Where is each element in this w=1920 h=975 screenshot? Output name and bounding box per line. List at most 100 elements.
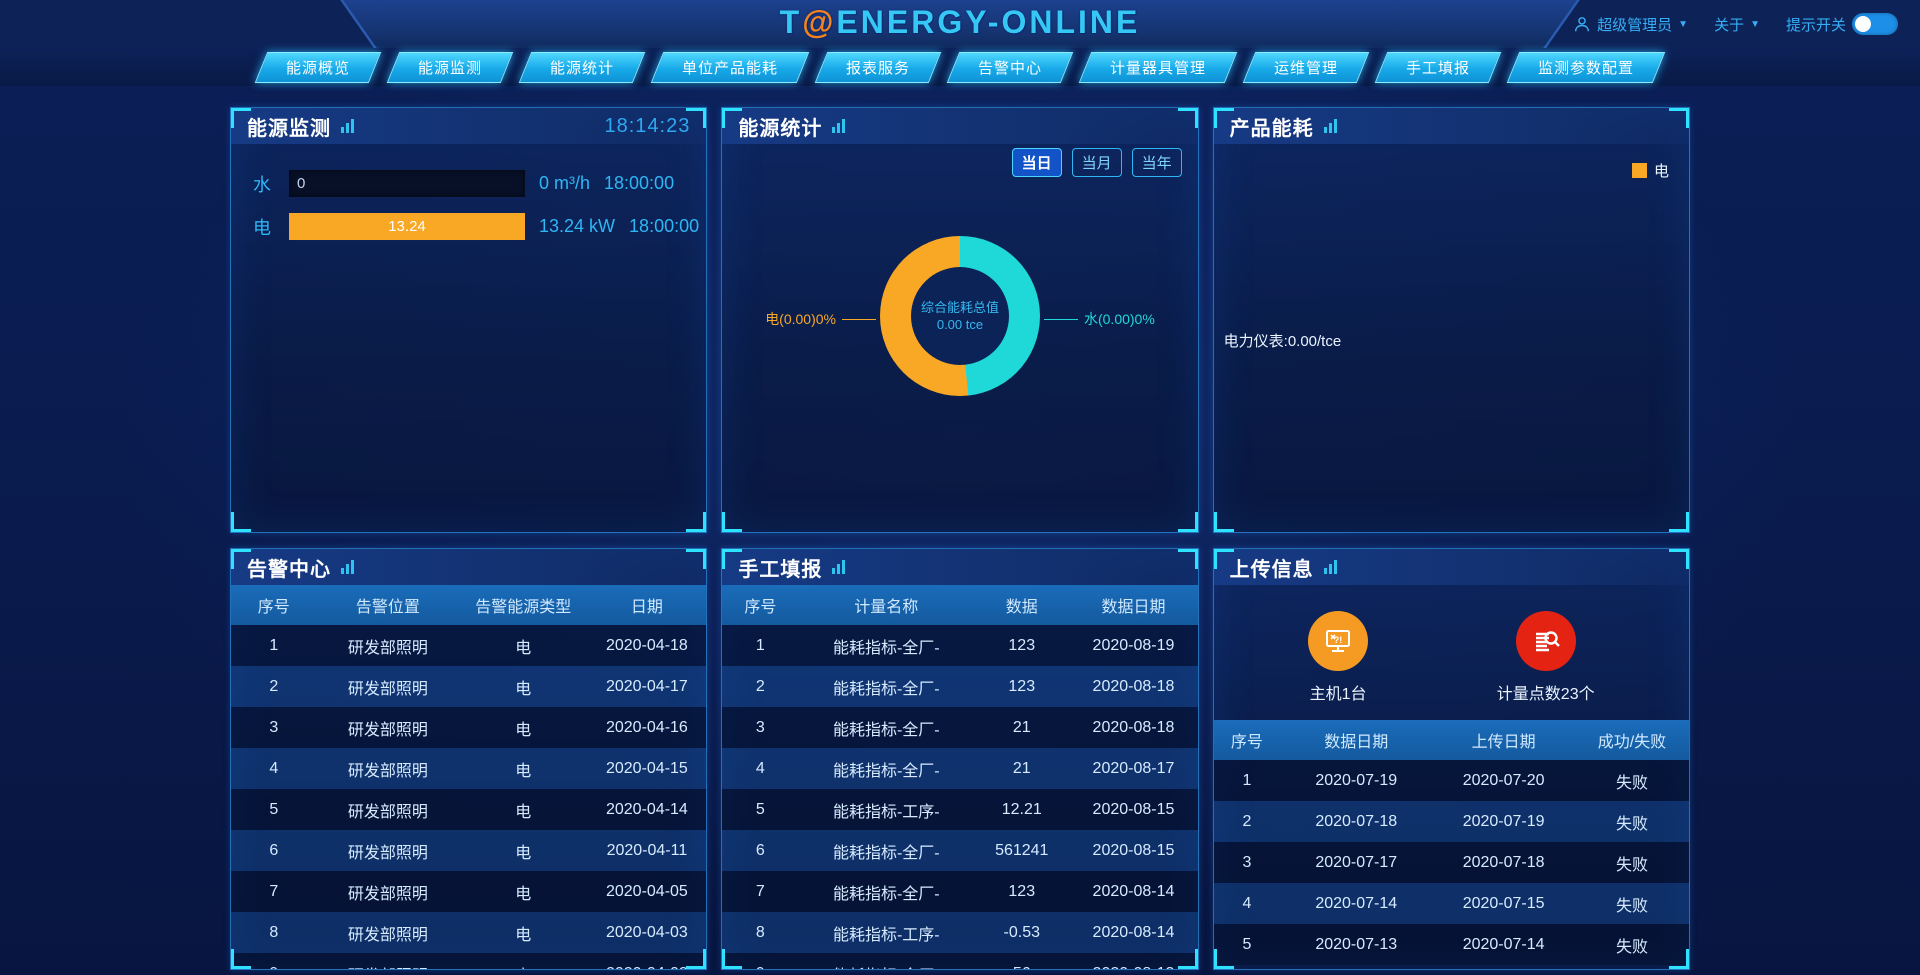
col-date: 日期 <box>587 585 707 625</box>
table-cell: 2020-04-14 <box>605 800 688 818</box>
panel-product-energy: 产品能耗 电 电力仪表:0.00/tce <box>1212 107 1690 533</box>
table-cell: 电 <box>515 762 532 780</box>
table-row[interactable]: 8 研发部照明 电 2020-04-03 <box>231 912 707 953</box>
tab-this-month[interactable]: 当月 <box>1071 148 1122 177</box>
tab-this-year[interactable]: 当年 <box>1131 148 1182 177</box>
panel-title: 产品能耗 <box>1229 117 1314 140</box>
col-data-date: 数据日期 <box>1069 585 1198 625</box>
table-cell: 3 <box>269 718 279 736</box>
col-index: 序号 <box>1213 720 1281 760</box>
panel-title: 手工填报 <box>738 558 823 581</box>
panel-manual-report: 手工填报 序号 计量名称 数据 数据日期 1 能耗指标-全厂- 123 2020-08… <box>721 548 1199 970</box>
electric-bar-track: 13.24 <box>289 213 525 240</box>
table-cell: 失败 <box>1615 774 1648 792</box>
nav-tab-5[interactable]: 告警中心 <box>946 51 1074 83</box>
about-menu[interactable]: 关于 ▼ <box>1714 16 1760 34</box>
nav-tab-3[interactable]: 单位产品能耗 <box>650 51 810 83</box>
tip-switch-group: 提示开关 <box>1786 13 1898 35</box>
table-row[interactable]: 5 2020-07-13 2020-07-14 失败 <box>1213 924 1689 965</box>
table-row[interactable]: 2 2020-07-18 2020-07-19 失败 <box>1213 801 1689 842</box>
table-cell: 123 <box>1008 677 1036 695</box>
table-row[interactable]: 4 2020-07-14 2020-07-15 失败 <box>1213 883 1689 924</box>
leader-line <box>1043 318 1078 320</box>
table-cell: 4 <box>755 759 765 777</box>
table-cell: 7 <box>755 882 765 900</box>
table-cell: 123 <box>1008 636 1036 654</box>
donut-callout-water: 水(0.00)0% <box>1043 309 1155 329</box>
table-cell: 2020-08-15 <box>1092 841 1175 859</box>
table-row[interactable]: 6 能耗指标-全厂- 561241 2020-08-15 <box>722 830 1198 871</box>
table-row[interactable]: 1 研发部照明 电 2020-04-18 <box>231 625 707 666</box>
table-cell: 12.21 <box>1001 800 1042 818</box>
table-row[interactable]: 3 研发部照明 电 2020-04-16 <box>231 707 707 748</box>
table-cell: 研发部照明 <box>347 762 428 780</box>
tab-today[interactable]: 当日 <box>1011 148 1062 177</box>
user-menu[interactable]: 超级管理员 ▼ <box>1573 14 1688 35</box>
meter-points-stat: 计量点数23个 <box>1497 611 1595 704</box>
panel-alarm-center: 告警中心 序号 告警位置 告警能源类型 日期 1 研发部照明电 2020-04-18… <box>230 548 708 970</box>
table-cell: 2020-04-02 <box>587 953 706 970</box>
table-cell: 4 <box>1242 894 1252 912</box>
user-name: 超级管理员 <box>1597 16 1673 34</box>
table-cell: 2 <box>269 677 279 695</box>
alarm-table: 序号 告警位置 告警能源类型 日期 1 研发部照明电 2020-04-18 2 研发部照… <box>231 585 707 970</box>
panel-upload-info-header: 上传信息 <box>1213 549 1689 585</box>
table-row[interactable]: 2 研发部照明 电 2020-04-17 <box>231 666 707 707</box>
nav-tab-2[interactable]: 能源统计 <box>518 51 646 83</box>
table-cell: 2020-07-14 <box>1462 935 1545 953</box>
legend-label: 电 <box>1653 163 1669 180</box>
nav-tab-7[interactable]: 运维管理 <box>1242 51 1370 83</box>
manual-report-table: 序号 计量名称 数据 数据日期 1 能耗指标-全厂- 123 2020-08-19 2 能… <box>722 585 1198 970</box>
table-row[interactable]: 3 能耗指标-全厂- 21 2020-08-18 <box>722 707 1198 748</box>
tip-toggle-switch[interactable] <box>1852 13 1898 35</box>
chart-legend[interactable]: 电 <box>1631 160 1669 181</box>
donut-callout-electric: 电(0.00)0% <box>765 309 876 329</box>
table-row[interactable]: 5 能耗指标-工序- 12.21 2020-08-15 <box>722 789 1198 830</box>
panel-title: 能源统计 <box>738 117 823 140</box>
table-row[interactable]: 8 能耗指标-工序- -0.53 2020-08-14 <box>722 912 1198 953</box>
table-cell: 能耗指标-全厂- <box>798 953 974 970</box>
table-row[interactable]: 4 研发部照明 电 2020-04-15 <box>231 748 707 789</box>
meter-points-stat-label: 计量点数23个 <box>1496 686 1595 703</box>
nav-tab-label: 监测参数配置 <box>1538 59 1635 77</box>
meter-search-icon <box>1515 611 1576 671</box>
table-row[interactable]: 1 能耗指标-全厂- 123 2020-08-19 <box>722 625 1198 666</box>
table-row[interactable]: 5 研发部照明 电 2020-04-14 <box>231 789 707 830</box>
table-row[interactable]: 6 研发部照明 电 2020-04-11 <box>231 830 707 871</box>
tip-switch-label: 提示开关 <box>1785 16 1846 34</box>
table-row[interactable]: 7 研发部照明 电 2020-04-05 <box>231 871 707 912</box>
table-row[interactable]: 1 2020-07-19 2020-07-20 失败 <box>1213 760 1689 801</box>
nav-tab-label: 运维管理 <box>1274 59 1339 77</box>
electric-gauge-row: 电 13.24 13.24 kW 18:00:00 <box>231 213 706 240</box>
upload-table: 序号 数据日期 上传日期 成功/失败 1 2020-07-19 2020-07-20… <box>1213 720 1689 965</box>
nav-tab-1[interactable]: 能源监测 <box>386 51 514 83</box>
nav-tab-9[interactable]: 监测参数配置 <box>1506 51 1666 83</box>
table-row[interactable]: 2 能耗指标-全厂- 123 2020-08-18 <box>722 666 1198 707</box>
table-cell: 2020-04-03 <box>605 923 688 941</box>
table-cell: 2020-07-19 <box>1462 812 1545 830</box>
water-gauge-row: 水 0 0 m³/h 18:00:00 <box>231 170 706 197</box>
table-row[interactable]: 7 能耗指标-全厂- 123 2020-08-14 <box>722 871 1198 912</box>
table-row[interactable]: 4 能耗指标-全厂- 21 2020-08-17 <box>722 748 1198 789</box>
nav-tab-0[interactable]: 能源概览 <box>254 51 382 83</box>
donut-center-label: 综合能耗总值 0.00 tce <box>910 267 1009 365</box>
table-row[interactable]: 9能耗指标-全厂-562020-08-13 <box>722 953 1198 970</box>
table-row[interactable]: 9研发部照明电2020-04-02 <box>231 953 707 970</box>
host-stat-label: 主机1台 <box>1309 686 1367 703</box>
table-cell: 6 <box>755 841 765 859</box>
table-cell: 电 <box>515 639 532 657</box>
col-index: 序号 <box>231 585 317 625</box>
nav-tab-8[interactable]: 手工填报 <box>1374 51 1502 83</box>
nav-tab-4[interactable]: 报表服务 <box>814 51 942 83</box>
table-row[interactable]: 3 2020-07-17 2020-07-18 失败 <box>1213 842 1689 883</box>
nav-tab-label: 能源统计 <box>549 59 614 77</box>
table-cell: 电 <box>515 926 532 944</box>
table-header-row: 序号 告警位置 告警能源类型 日期 <box>231 585 707 625</box>
table-cell: 2020-08-14 <box>1092 923 1175 941</box>
table-cell: 21 <box>1012 718 1031 736</box>
monitor-time: 18:14:23 <box>604 114 691 137</box>
nav-tab-6[interactable]: 计量器具管理 <box>1078 51 1238 83</box>
electric-bar-fill: 13.24 <box>289 213 525 240</box>
signal-bars-icon <box>341 119 354 133</box>
water-label: 水 <box>253 174 271 195</box>
